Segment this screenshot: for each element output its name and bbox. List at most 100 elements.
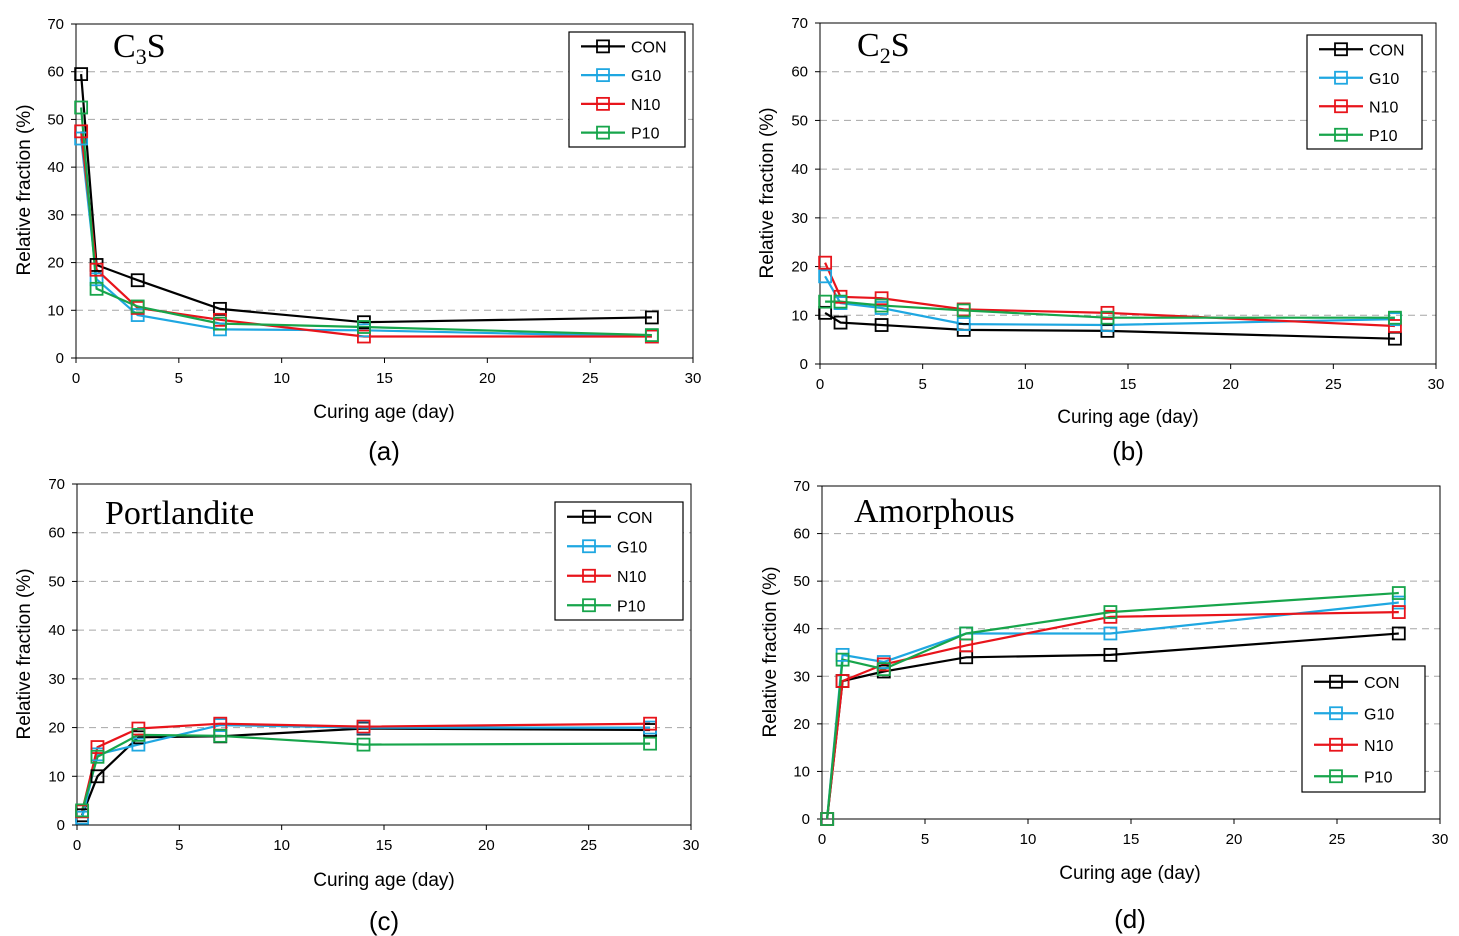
legend-marker-con xyxy=(1334,42,1348,57)
y-tick-label: 40 xyxy=(791,161,808,178)
x-tick-label: 5 xyxy=(175,837,183,854)
x-tick-label: 30 xyxy=(683,837,700,854)
legend-label-g10: G10 xyxy=(1369,71,1399,88)
data-point-p10 xyxy=(956,303,971,318)
data-point-p10 xyxy=(213,728,228,743)
x-axis-title: Curing age (day) xyxy=(313,402,455,423)
data-point-con xyxy=(90,769,105,784)
chart-panel-0: 0 10 20 30 40 50 60 70 0 5 10 15 20 25 30 Curing age (d… xyxy=(14,16,701,466)
y-tick-label: 70 xyxy=(48,476,65,493)
data-point-p10 xyxy=(213,316,227,331)
data-point-p10 xyxy=(357,320,371,334)
x-tick-label: 10 xyxy=(1017,376,1034,393)
data-point-p10 xyxy=(131,727,146,742)
x-axis-title: Curing age (day) xyxy=(1057,407,1199,428)
y-tick-label: 30 xyxy=(791,210,808,227)
data-point-p10 xyxy=(90,749,105,764)
data-point-g10 xyxy=(818,269,833,284)
data-point-n10 xyxy=(90,740,105,754)
panel-caption: (b) xyxy=(1112,436,1144,466)
x-tick-label: 15 xyxy=(376,370,393,387)
series-line-n10 xyxy=(80,131,652,338)
y-tick-label: 30 xyxy=(47,207,64,224)
x-tick-label: 5 xyxy=(175,370,183,387)
data-point-g10 xyxy=(1391,595,1406,610)
legend-label-con: CON xyxy=(1364,675,1400,692)
legend-label-con: CON xyxy=(1369,42,1405,59)
x-tick-label: 0 xyxy=(73,837,81,854)
panel-caption: (d) xyxy=(1114,904,1146,934)
y-tick-label: 70 xyxy=(791,15,808,32)
data-point-n10 xyxy=(874,291,889,306)
y-tick-label: 40 xyxy=(47,159,64,176)
x-tick-label: 5 xyxy=(921,831,929,848)
data-point-p10 xyxy=(75,803,90,818)
x-tick-label: 0 xyxy=(816,376,824,393)
legend-marker-g10 xyxy=(1329,706,1343,721)
legend-marker-g10 xyxy=(1334,70,1348,85)
data-point-n10 xyxy=(1391,605,1406,619)
legend-marker-con xyxy=(582,509,596,524)
y-tick-label: 10 xyxy=(791,307,808,324)
data-point-g10 xyxy=(89,272,104,287)
series-line-p10 xyxy=(80,107,652,337)
data-point-n10 xyxy=(356,719,371,734)
y-axis-title: Relative fraction (%) xyxy=(760,566,781,737)
data-point-p10 xyxy=(835,652,850,667)
chart-panel-3: 0 10 20 30 40 50 60 70 0 5 10 15 20 25 30 Curing age (d… xyxy=(760,478,1448,934)
legend-marker-p10 xyxy=(1329,769,1343,784)
x-tick-label: 20 xyxy=(1222,376,1239,393)
data-point-con xyxy=(874,318,889,332)
y-tick-label: 60 xyxy=(793,526,810,543)
y-tick-label: 0 xyxy=(57,817,65,834)
x-tick-label: 15 xyxy=(376,837,393,854)
y-axis-title: Relative fraction (%) xyxy=(14,568,35,739)
legend-marker-p10 xyxy=(1334,127,1348,142)
y-tick-label: 20 xyxy=(793,716,810,733)
legend-marker-p10 xyxy=(582,598,596,613)
x-axis-title: Curing age (day) xyxy=(313,870,455,891)
series-line-g10 xyxy=(824,275,1395,327)
series-line-con xyxy=(81,727,651,816)
data-point-g10 xyxy=(1103,626,1118,641)
x-tick-label: 10 xyxy=(1020,831,1037,848)
data-point-con xyxy=(130,273,145,288)
y-tick-label: 10 xyxy=(793,763,810,780)
series-line-n10 xyxy=(826,611,1399,820)
legend-label-g10: G10 xyxy=(617,539,647,556)
x-tick-label: 25 xyxy=(1329,831,1346,848)
y-tick-label: 30 xyxy=(48,671,65,688)
panel-title: C2S xyxy=(857,27,910,68)
legend-label-n10: N10 xyxy=(1369,99,1398,116)
x-tick-label: 10 xyxy=(273,370,290,387)
legend-box xyxy=(1301,665,1426,793)
x-tick-label: 20 xyxy=(1226,831,1243,848)
legend-marker-con xyxy=(596,39,610,54)
series-line-p10 xyxy=(81,733,651,811)
data-point-p10 xyxy=(1103,605,1118,619)
data-point-p10 xyxy=(820,812,835,826)
data-point-con xyxy=(1391,626,1406,641)
data-point-p10 xyxy=(876,662,891,677)
y-tick-label: 0 xyxy=(802,811,810,828)
panel-title: Portlandite xyxy=(105,495,254,532)
legend-label-g10: G10 xyxy=(631,68,661,85)
y-tick-label: 50 xyxy=(793,573,810,590)
panel-caption: (c) xyxy=(369,906,399,936)
y-tick-label: 0 xyxy=(800,356,808,373)
x-tick-label: 15 xyxy=(1123,831,1140,848)
y-tick-label: 60 xyxy=(791,64,808,81)
y-tick-label: 40 xyxy=(793,621,810,638)
y-tick-label: 20 xyxy=(48,720,65,737)
data-point-g10 xyxy=(74,131,89,146)
y-tick-label: 20 xyxy=(47,255,64,272)
legend-label-p10: P10 xyxy=(631,126,660,143)
legend-box xyxy=(568,31,686,148)
legend-label-p10: P10 xyxy=(1369,128,1398,145)
data-point-p10 xyxy=(89,281,104,296)
y-tick-label: 60 xyxy=(48,525,65,542)
legend-marker-n10 xyxy=(582,568,596,583)
data-point-con xyxy=(644,310,659,325)
x-axis-title: Curing age (day) xyxy=(1059,863,1201,884)
